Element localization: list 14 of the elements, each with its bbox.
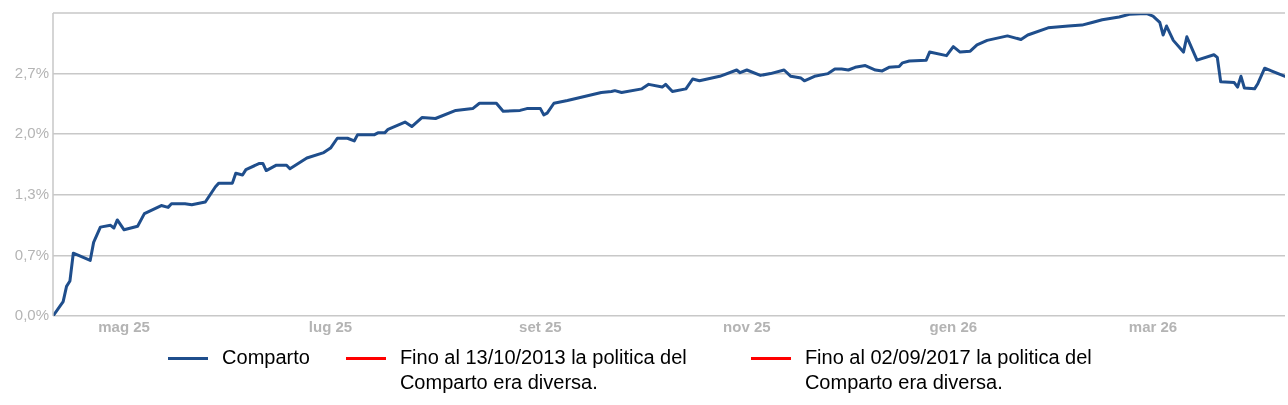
legend-label: Comparto (222, 345, 310, 370)
y-tick-label: 2,0% (14, 124, 49, 142)
x-tick-label: mag 25 (98, 318, 150, 336)
y-tick-label: 2,7% (14, 63, 49, 81)
y-tick-label: 1,3% (14, 184, 49, 202)
x-tick-label: gen 26 (929, 318, 978, 336)
x-tick-label: nov 25 (723, 318, 771, 336)
x-tick-label: mar 26 (1128, 318, 1178, 336)
legend-label: Fino al 13/10/2013 la politica del Comparto era diversa. (399, 345, 688, 395)
x-tick-label: set 25 (519, 318, 562, 336)
legend-label: Fino al 02/09/2017 la politica del Comparto era diversa. (804, 345, 1093, 395)
y-tick-label: 0,0% (14, 306, 49, 324)
x-tick-label: lug 25 (308, 318, 353, 336)
y-tick-label: 0,7% (14, 245, 49, 263)
